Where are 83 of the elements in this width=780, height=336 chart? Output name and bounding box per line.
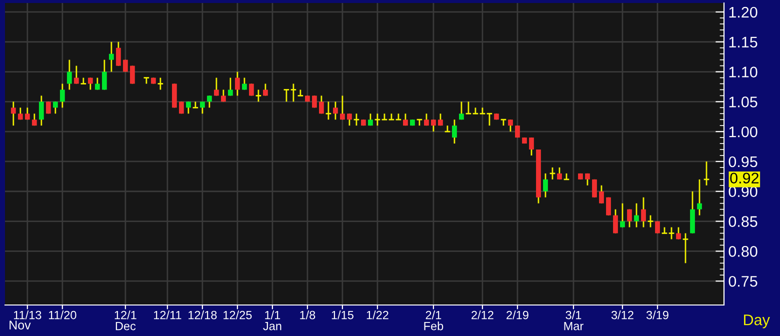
candlestick xyxy=(374,112,381,126)
candlestick xyxy=(52,100,58,114)
y-tick-label: 1.05 xyxy=(729,96,758,108)
x-tick-label: 2/1 Feb xyxy=(424,310,444,330)
x-tick-label: 12/18 xyxy=(188,310,217,320)
candlestick xyxy=(668,226,675,240)
candlestick xyxy=(172,83,177,108)
candlestick xyxy=(192,100,199,108)
candlestick xyxy=(459,100,464,120)
candlestick xyxy=(620,202,625,228)
candlestick xyxy=(703,160,710,186)
candlestick xyxy=(200,100,205,114)
candlestick xyxy=(108,41,114,72)
candlestick xyxy=(592,178,597,198)
x-tick-label: 1/8 xyxy=(300,310,316,320)
candlestick xyxy=(102,59,107,90)
candlestick xyxy=(613,208,618,234)
x-tick-label: 12/25 xyxy=(224,310,252,320)
candlestick xyxy=(60,83,65,108)
text: 0.92 xyxy=(730,172,759,184)
candlestick xyxy=(606,196,611,216)
y-tick-label: 0.80 xyxy=(728,246,758,257)
candlestick xyxy=(206,95,212,108)
x-tick-label: 12/11 xyxy=(154,310,182,320)
candlestick xyxy=(697,178,702,216)
y-tick-label: 1.00 xyxy=(729,126,758,138)
x-tick-label: 3/1 Mar xyxy=(564,310,584,330)
x-tick-label: 1/1 Jan xyxy=(263,310,282,330)
candlestick xyxy=(318,95,324,114)
x-axis-title: Day xyxy=(744,314,770,328)
x-tick-label: 3/12 xyxy=(611,310,634,320)
candlestick xyxy=(234,71,240,96)
x-tick-label: 11/20 xyxy=(48,310,76,320)
candlestick xyxy=(283,89,290,102)
y-tick-label: 0.85 xyxy=(728,216,758,227)
candlestick xyxy=(508,118,513,132)
y-tick-label: 1.10 xyxy=(729,66,758,78)
candlestick xyxy=(557,166,562,180)
x-tick-label: 11/13 xyxy=(14,310,42,320)
candlestick xyxy=(682,232,689,264)
candlestick xyxy=(255,89,262,102)
candlestick xyxy=(143,77,150,84)
candlestick xyxy=(543,172,548,198)
candlestick xyxy=(347,112,352,126)
candlestick xyxy=(549,166,556,180)
candlestick xyxy=(340,95,345,120)
candlestick xyxy=(38,95,44,126)
candlestick xyxy=(214,77,219,96)
candlestick xyxy=(634,202,639,228)
x-tick-label: 12/1 Dec xyxy=(114,310,136,330)
candlestick xyxy=(66,59,72,90)
y-tick-label: 1.20 xyxy=(729,6,758,18)
candlestick xyxy=(353,112,360,126)
candlestick xyxy=(647,214,654,228)
candlestick xyxy=(627,208,632,228)
candlestick xyxy=(452,118,457,144)
candlestick xyxy=(465,100,472,114)
candlestick xyxy=(599,184,604,204)
y-tick-label: 1.15 xyxy=(729,36,758,48)
candlestick xyxy=(431,118,436,132)
candlestick xyxy=(486,112,493,126)
candlestick xyxy=(290,83,297,102)
x-tick-label: 2/19 xyxy=(506,310,528,320)
candlestick xyxy=(641,196,646,228)
y-tick-label: 0.75 xyxy=(728,276,758,287)
candlestick xyxy=(80,77,87,84)
candlestick xyxy=(186,100,191,114)
x-tick-label: 1/22 xyxy=(366,310,388,320)
candlestick xyxy=(157,77,164,90)
x-tick-label: 1/15 xyxy=(332,310,354,320)
y-tick-label: 0.95 xyxy=(728,156,758,168)
candlestick xyxy=(332,100,338,120)
candlestick xyxy=(10,100,16,126)
x-tick-label: 3/19 xyxy=(646,310,668,320)
text: Nov xyxy=(10,320,31,330)
candlestick xyxy=(325,100,332,120)
candlestick xyxy=(529,136,534,156)
x-tick-label: 2/12 xyxy=(472,310,494,320)
candlestick xyxy=(228,77,233,96)
candlestick xyxy=(297,89,304,96)
candlestick xyxy=(74,65,79,84)
candlestick xyxy=(116,41,121,66)
candlestick xyxy=(690,190,695,234)
